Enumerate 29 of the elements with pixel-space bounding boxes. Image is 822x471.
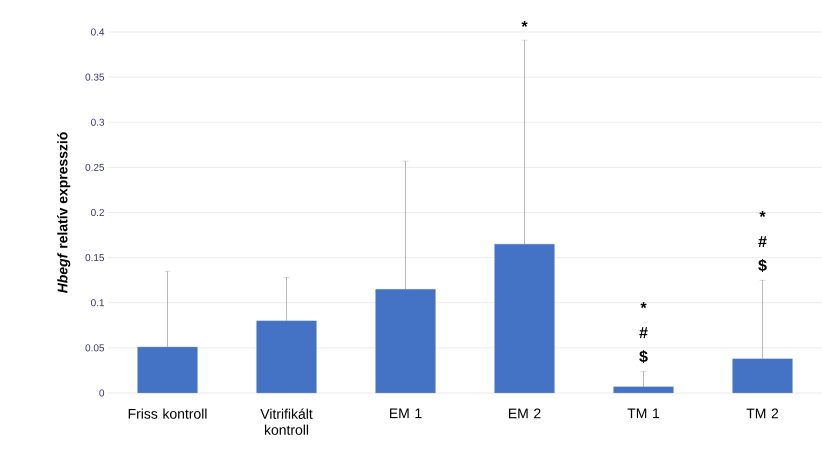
x-tick-label: TM 1 — [628, 408, 660, 418]
y-tick-label: 0.3 — [91, 118, 104, 126]
text: * — [521, 20, 528, 27]
x-tick-label: EM 1 — [390, 408, 422, 418]
bar — [137, 346, 198, 394]
annotation: $ — [639, 350, 648, 364]
annotation: $ — [758, 258, 767, 272]
y-tick-label: 0.1 — [91, 299, 104, 306]
bar — [256, 320, 317, 394]
x-tick-label: Friss kontroll — [128, 408, 206, 419]
y-tick-label: 0.35 — [85, 74, 104, 81]
bar — [732, 358, 793, 394]
bar — [375, 288, 436, 394]
annotation: * — [759, 211, 766, 217]
x-tick-label: TM 2 — [746, 408, 778, 418]
x-tick-label: Vitrifikált kontroll — [260, 408, 313, 435]
y-tick-label: 0.2 — [91, 208, 104, 216]
y-tick-label: 0.25 — [85, 164, 104, 171]
y-axis-title: Hbegf relatív expresszió — [57, 132, 70, 294]
y-tick-label: 0.4 — [91, 28, 104, 36]
x-tick-label: EM 2 — [508, 408, 540, 418]
bar — [613, 386, 674, 394]
annotation: * — [640, 302, 647, 308]
bar — [494, 244, 555, 394]
annotation: # — [758, 236, 767, 247]
y-tick-label: 0.05 — [85, 344, 104, 352]
y-tick-label: 0.15 — [85, 254, 104, 262]
annotation: # — [639, 327, 648, 338]
y-tick-label: 0 — [99, 389, 104, 397]
